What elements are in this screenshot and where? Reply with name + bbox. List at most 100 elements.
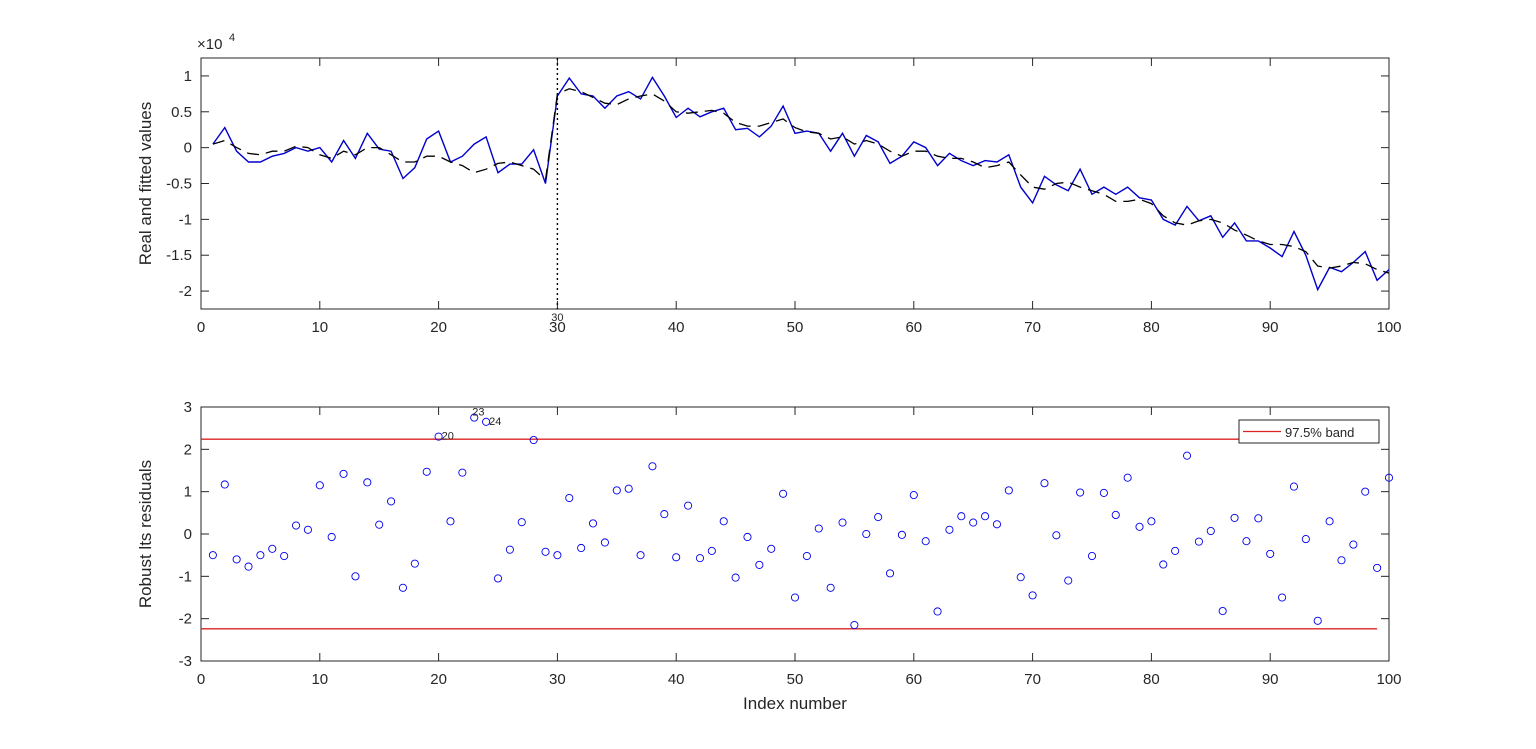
residual-point xyxy=(600,538,609,547)
residual-point xyxy=(826,583,835,592)
y-tick-label: -1 xyxy=(179,568,192,585)
residual-point xyxy=(339,469,348,478)
x-tick-label: 0 xyxy=(197,671,205,688)
y-tick-label: 0 xyxy=(184,140,192,157)
y-tick-label: 2 xyxy=(184,441,192,458)
residual-point xyxy=(743,532,752,542)
residual-point xyxy=(897,530,906,539)
residual-point xyxy=(482,417,491,426)
residual-point xyxy=(387,497,396,506)
residual-point xyxy=(422,467,431,476)
x-axis-title: Index number xyxy=(743,694,847,713)
x-tick-label: 30 xyxy=(549,671,566,688)
real-values-line xyxy=(212,76,1390,292)
residual-point xyxy=(315,481,324,490)
x-tick-label: 90 xyxy=(1262,319,1279,336)
residual-point xyxy=(410,559,419,568)
residual-point xyxy=(256,551,265,560)
x-tick-label: 20 xyxy=(430,671,447,688)
breakpoint-label: 30 xyxy=(551,312,563,324)
outlier-label: 24 xyxy=(489,416,501,428)
residual-point xyxy=(885,569,895,578)
residual-point xyxy=(1135,522,1144,531)
residual-point xyxy=(838,518,847,527)
residual-point xyxy=(398,583,408,592)
residual-point xyxy=(553,551,562,560)
residual-point xyxy=(874,513,883,522)
residual-point xyxy=(992,520,1002,529)
residual-point xyxy=(244,562,253,571)
x-tick-label: 60 xyxy=(905,319,922,336)
x-tick-label: 70 xyxy=(1024,319,1041,336)
residual-point xyxy=(624,484,633,493)
y-tick-label: -2 xyxy=(179,611,192,628)
x-tick-label: 80 xyxy=(1143,671,1160,688)
residual-point xyxy=(493,574,503,583)
residual-point xyxy=(802,551,811,561)
residual-point xyxy=(719,517,728,526)
residual-point xyxy=(303,525,312,534)
x-tick-label: 10 xyxy=(311,671,328,688)
residual-point xyxy=(232,555,241,564)
residual-point xyxy=(969,518,978,527)
residual-point xyxy=(1349,540,1358,549)
residual-point xyxy=(565,493,574,503)
residual-point xyxy=(1206,526,1215,536)
residual-point xyxy=(957,512,966,521)
residual-point xyxy=(660,510,669,519)
residual-point xyxy=(351,572,360,581)
x-tick-label: 70 xyxy=(1024,671,1041,688)
residual-point xyxy=(790,593,800,602)
residual-point xyxy=(505,545,514,554)
plot-area xyxy=(200,57,1390,310)
residual-point xyxy=(434,432,443,441)
x-tick-label: 10 xyxy=(311,319,328,336)
x-tick-label: 50 xyxy=(787,671,804,688)
residual-point xyxy=(268,544,277,553)
residual-point xyxy=(1099,488,1108,497)
residual-point xyxy=(779,489,788,498)
residual-point xyxy=(636,551,645,560)
residual-point xyxy=(1278,593,1287,602)
residual-point xyxy=(1182,451,1192,460)
residual-point xyxy=(862,529,871,539)
residual-point xyxy=(1361,487,1370,496)
residual-point xyxy=(1289,482,1299,491)
y-axis-title: Real and fitted values xyxy=(136,102,155,266)
residual-point xyxy=(446,517,455,526)
legend-box xyxy=(1238,419,1380,444)
residual-point xyxy=(208,551,217,560)
residual-point xyxy=(1230,513,1239,522)
y-tick-label: -0.5 xyxy=(166,176,192,193)
residual-point xyxy=(375,520,384,529)
x-tick-label: 80 xyxy=(1143,319,1160,336)
residual-point xyxy=(1052,531,1061,540)
residual-point xyxy=(1313,616,1322,625)
outlier-label: 23 xyxy=(472,407,484,419)
fitted-values-panel: 0 10 20 30 40 50 60 70 80 90 100 1 0.5 0 -0.5 -1 -1.5 -2 R… xyxy=(136,32,1402,336)
fitted-values-line xyxy=(212,88,1390,274)
residual-point xyxy=(1171,546,1180,555)
residual-point xyxy=(1004,486,1013,495)
exponent-power: 4 xyxy=(229,32,235,44)
residual-point xyxy=(684,501,693,510)
residual-point xyxy=(541,547,550,556)
residual-point xyxy=(909,491,918,500)
x-tick-label: 40 xyxy=(668,671,685,688)
residual-point xyxy=(1064,576,1073,585)
residual-point xyxy=(755,560,764,569)
exponent-label: ×10 xyxy=(197,36,222,53)
residual-point xyxy=(291,521,301,530)
residual-point xyxy=(767,544,776,553)
residual-point xyxy=(1254,514,1263,523)
residual-point xyxy=(731,573,740,582)
y-tick-label: -1.5 xyxy=(166,247,192,264)
legend: 97.5% band xyxy=(1238,419,1380,444)
y-tick-label: -3 xyxy=(179,653,192,670)
residual-point xyxy=(1266,549,1275,558)
residual-point xyxy=(529,435,538,445)
legend-label: 97.5% band xyxy=(1285,425,1354,440)
residual-point xyxy=(850,620,859,630)
